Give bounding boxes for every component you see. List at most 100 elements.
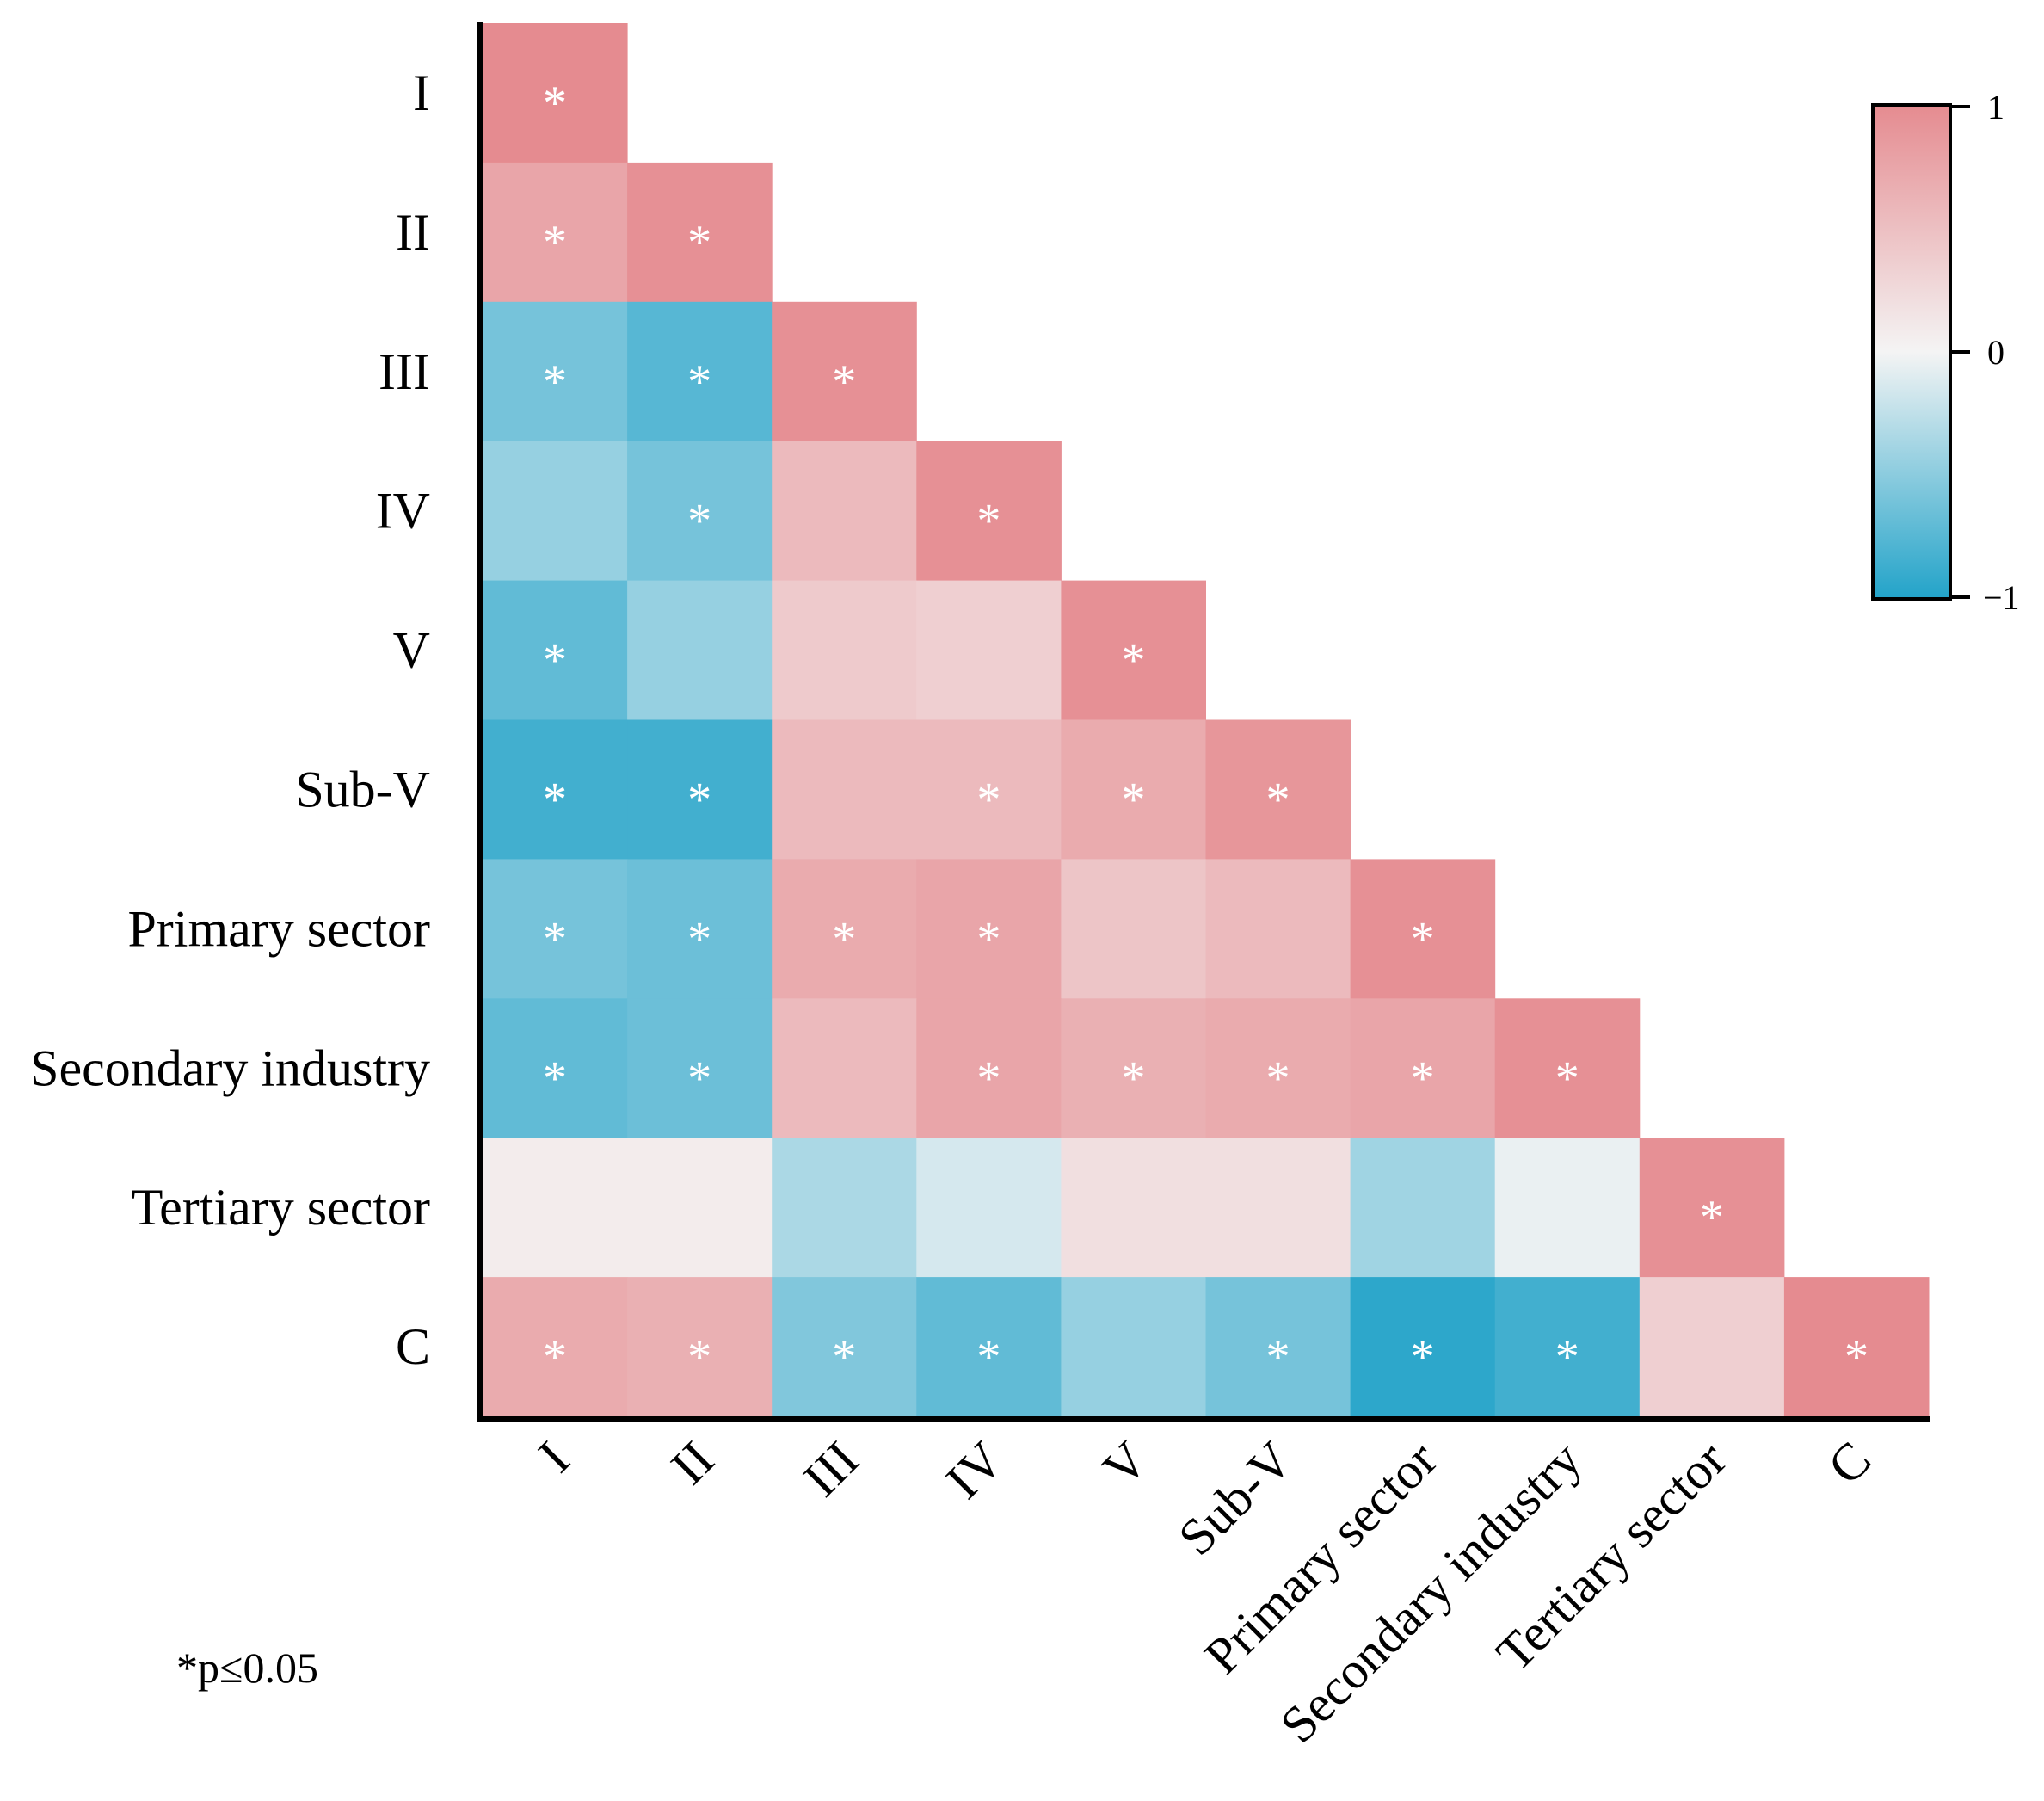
- y-tick-label: III: [379, 343, 430, 400]
- significance-star: *: [1121, 773, 1145, 826]
- significance-note: *p≤0.05: [176, 1644, 318, 1692]
- heatmap-cell: [1061, 1138, 1206, 1278]
- heatmap-cell: [1061, 998, 1206, 1138]
- heatmap-cell: [1639, 1138, 1785, 1278]
- heatmap-cell: [483, 23, 628, 163]
- significance-star: *: [687, 912, 711, 965]
- significance-star: *: [543, 773, 567, 826]
- heatmap-cell: [627, 859, 773, 999]
- significance-star: *: [976, 773, 1000, 826]
- heatmap-cell: [772, 859, 917, 999]
- y-tick-label: IV: [376, 483, 430, 540]
- significance-star: *: [832, 1330, 856, 1384]
- significance-star: *: [1121, 1052, 1145, 1105]
- heatmap-cell: [483, 859, 628, 999]
- significance-star: *: [1700, 1191, 1724, 1244]
- colorbar-label-min: −1: [1983, 578, 2020, 617]
- significance-star: *: [687, 355, 711, 409]
- heatmap-cell: [627, 1138, 773, 1278]
- significance-star: *: [543, 912, 567, 965]
- significance-star: *: [687, 773, 711, 826]
- heatmap-cell: [627, 998, 773, 1138]
- significance-star: *: [976, 1330, 1000, 1384]
- heatmap-cell: [772, 1138, 917, 1278]
- colorbar: 1 0 −1: [1871, 88, 2020, 617]
- significance-star: *: [543, 216, 567, 269]
- significance-star: *: [832, 912, 856, 965]
- heatmap-cell: [1494, 1138, 1641, 1278]
- heatmap-cell: [1639, 1277, 1785, 1417]
- significance-star: *: [1266, 773, 1290, 826]
- significance-star: *: [976, 912, 1000, 965]
- heatmap-cell: [1494, 998, 1641, 1138]
- x-tick-label: Sub-V: [1167, 1431, 1302, 1566]
- heatmap-cell: [1205, 1138, 1351, 1278]
- heatmap-cell: [1061, 859, 1206, 999]
- y-tick-label: C: [396, 1318, 430, 1375]
- heatmap-cell: [627, 301, 773, 442]
- heatmap-cell: [916, 1277, 1062, 1417]
- significance-star: *: [543, 1052, 567, 1105]
- heatmap-cell: [627, 580, 773, 720]
- heatmap-cell: [916, 859, 1062, 999]
- significance-star: *: [687, 1330, 711, 1384]
- x-tick-label: I: [527, 1431, 580, 1483]
- heatmap-cell: [483, 301, 628, 442]
- significance-star: *: [543, 355, 567, 409]
- colorbar-label-max: 1: [1987, 88, 2004, 126]
- heatmap-cell: [627, 1277, 773, 1417]
- significance-star: *: [543, 634, 567, 688]
- significance-star: *: [687, 495, 711, 548]
- heatmap-cell: [1061, 719, 1206, 860]
- colorbar-label-zero: 0: [1987, 333, 2004, 372]
- heatmap-cell: [1494, 1277, 1641, 1417]
- heatmap-cell: [772, 301, 917, 442]
- heatmap-cell: [1350, 998, 1496, 1138]
- x-tick-label: C: [1817, 1431, 1881, 1496]
- y-tick-label: Tertiary sector: [132, 1179, 430, 1236]
- significance-star: *: [687, 1052, 711, 1105]
- heatmap-cell: [483, 719, 628, 860]
- heatmap-cell: [916, 719, 1062, 860]
- heatmap-cell: [1205, 719, 1351, 860]
- y-tick-label: V: [393, 622, 430, 679]
- heatmap-cell: [1783, 1277, 1930, 1417]
- heatmap-cell: [916, 580, 1062, 720]
- heatmap-cell: [627, 162, 773, 303]
- heatmap-cell: [627, 719, 773, 860]
- significance-star: *: [1411, 1330, 1435, 1384]
- heatmap-cell: [916, 998, 1062, 1138]
- significance-star: *: [976, 495, 1000, 548]
- heatmap-cell: [483, 441, 628, 582]
- y-tick-label: Primary sector: [127, 900, 430, 957]
- heatmap-cell: [1350, 1138, 1496, 1278]
- heatmap-cell: [483, 1277, 628, 1417]
- heatmap-cell: [483, 580, 628, 720]
- y-tick-label: Secondary industry: [30, 1039, 430, 1096]
- heatmap-cells: * * * * * * * * * * * * * * * * * * * * * * * * * * * * * * * * * * * *: [483, 23, 1930, 1417]
- significance-star: *: [1844, 1330, 1869, 1384]
- heatmap-cell: [1350, 859, 1496, 999]
- significance-star: *: [687, 216, 711, 269]
- heatmap-cell: [483, 1138, 628, 1278]
- heatmap-cell: [1061, 1277, 1206, 1417]
- heatmap-cell: [772, 719, 917, 860]
- significance-star: *: [1266, 1052, 1290, 1105]
- heatmap-cell: [1205, 1277, 1351, 1417]
- heatmap-cell: [916, 441, 1062, 582]
- heatmap-cell: [627, 441, 773, 582]
- heatmap-cell: [1061, 580, 1206, 720]
- significance-star: *: [1121, 634, 1145, 688]
- heatmap-cell: [483, 998, 628, 1138]
- heatmap-cell: [772, 441, 917, 582]
- x-tick-label: II: [660, 1431, 724, 1496]
- heatmap-cell: [1205, 859, 1351, 999]
- heatmap-cell: [1205, 998, 1351, 1138]
- significance-star: *: [1555, 1330, 1579, 1384]
- significance-star: *: [832, 355, 856, 409]
- significance-star: *: [1411, 1052, 1435, 1105]
- x-tick-label: IV: [935, 1431, 1013, 1509]
- x-tick-label: III: [792, 1431, 869, 1508]
